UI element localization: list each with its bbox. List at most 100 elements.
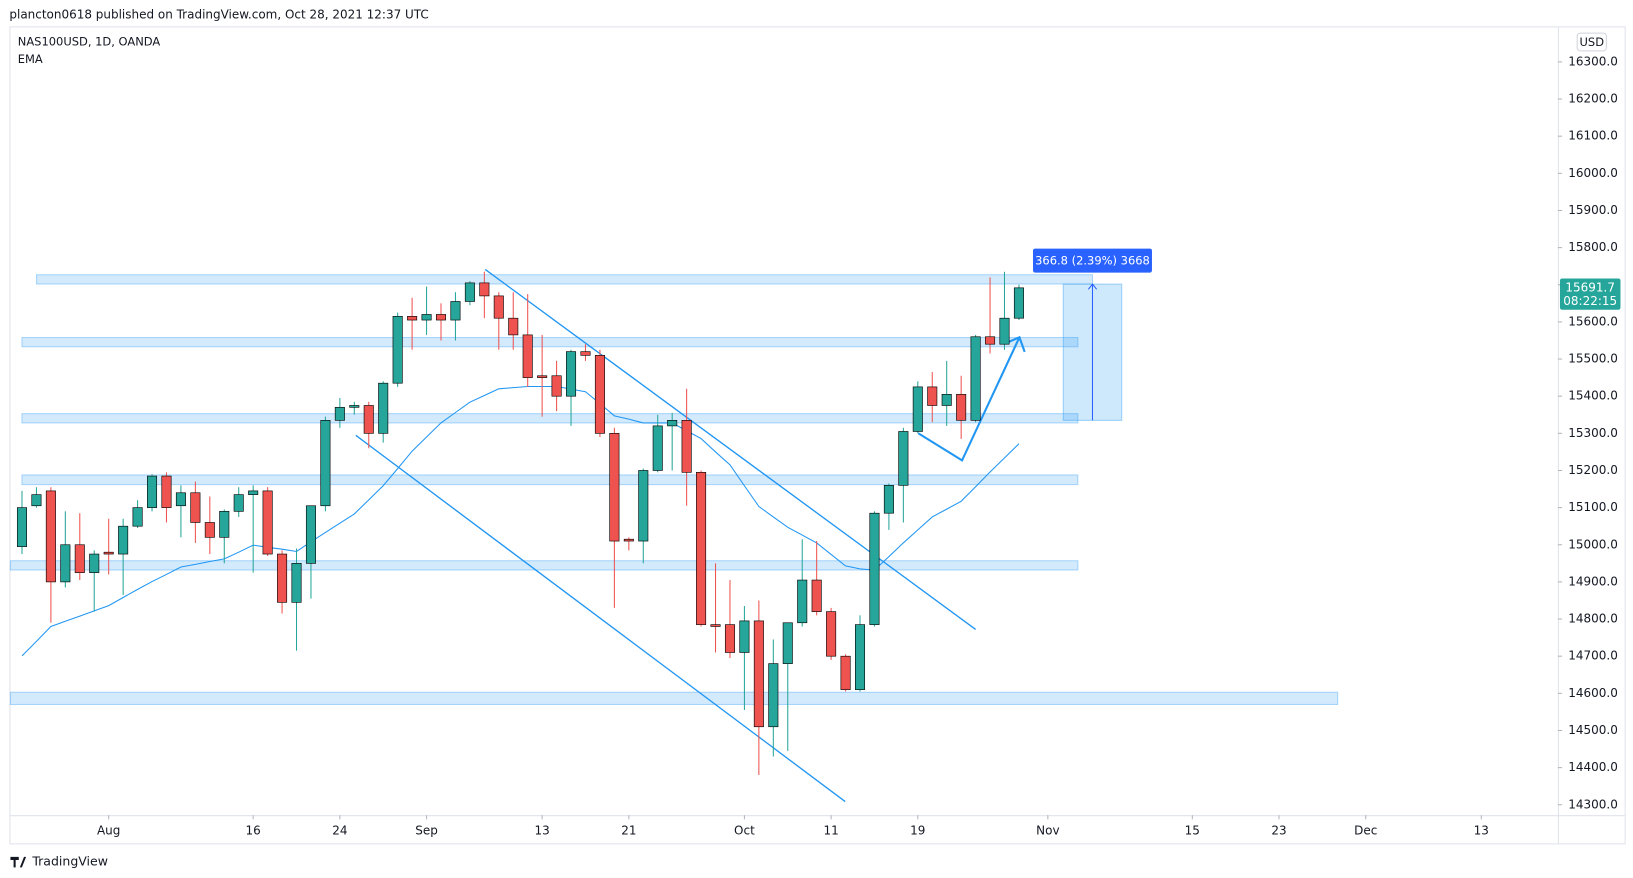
x-tick-label: 23 (1271, 823, 1286, 837)
candle-body (407, 316, 418, 321)
last-price: 15691.7 (1565, 280, 1615, 294)
x-tick-label: 13 (535, 823, 550, 837)
publisher: plancton0618 published on TradingView.co… (9, 7, 428, 21)
candle-body (16, 507, 28, 547)
zone (21, 413, 1079, 424)
y-tick-label: 15100.0 (1568, 500, 1618, 514)
candle-body (739, 620, 750, 653)
trendline (355, 434, 846, 803)
candle-body (147, 475, 158, 508)
candle-body (435, 314, 447, 321)
logo-mark (10, 856, 27, 868)
y-tick-label: 16000.0 (1568, 166, 1618, 180)
chart-frame (9, 26, 1626, 845)
candle-body (999, 317, 1010, 345)
candle-body (537, 375, 548, 378)
measure-arrow-head (1087, 283, 1098, 290)
candle-body (566, 351, 577, 397)
y-tick-label: 14700.0 (1568, 649, 1618, 663)
candle-body (378, 382, 389, 434)
candle-body (768, 663, 779, 728)
x-tick-label: 19 (910, 823, 925, 837)
x-tick-label: Oct (734, 823, 755, 837)
candle-body (219, 511, 230, 538)
zone (9, 560, 1079, 571)
x-tick-label: Aug (97, 823, 120, 837)
y-tick-label: 15400.0 (1568, 389, 1618, 403)
candle-body (74, 544, 85, 573)
candle-body (652, 425, 663, 471)
candle-body (132, 507, 143, 527)
candle-body (638, 470, 649, 542)
candle-body (782, 622, 793, 664)
zone (21, 474, 1079, 486)
candle-body (985, 336, 996, 345)
candle-body (840, 655, 851, 690)
candle-body (103, 551, 114, 555)
candle-body (175, 492, 186, 507)
candle-body (320, 420, 331, 507)
y-tick-label: 15900.0 (1568, 203, 1618, 217)
candle-body (927, 386, 938, 406)
y-tick-label: 16300.0 (1568, 54, 1618, 68)
candle-body (450, 301, 461, 321)
candle-body (883, 485, 894, 514)
y-tick-label: 14300.0 (1568, 797, 1618, 811)
x-tick-label: 13 (1474, 823, 1489, 837)
candle-body (248, 490, 259, 495)
candle-body (811, 579, 822, 612)
candle-body (392, 316, 403, 384)
candle-body (291, 563, 302, 603)
brand-logo: TradingView (10, 854, 108, 869)
measure-label: 366.8 (2.39%) 3668 (1035, 254, 1150, 268)
candle-body (118, 525, 129, 555)
x-tick-label: 24 (332, 823, 347, 837)
x-tick-label: 16 (246, 823, 261, 837)
candle-body (161, 475, 172, 508)
currency-box[interactable] (1576, 32, 1607, 52)
y-tick-label: 14500.0 (1568, 723, 1618, 737)
candle-body (479, 282, 490, 297)
candle-body (60, 544, 71, 583)
trendline (484, 268, 977, 630)
candle-body (464, 282, 475, 302)
zone (9, 691, 1339, 705)
candle-body (941, 394, 952, 406)
y-tick-label: 15600.0 (1568, 314, 1618, 328)
ema-line (21, 385, 1020, 657)
plot-layer: 366.8 (2.39%) 3668 14300.0 14400.0 14500.0 1… (9, 54, 1621, 837)
currency: USD (1580, 35, 1605, 49)
candle-body (45, 490, 56, 583)
y-tick-label: 15800.0 (1568, 240, 1618, 254)
candle-body (956, 394, 967, 421)
path-arrow (917, 336, 1021, 462)
brand: TradingView (31, 854, 108, 869)
candle-body (594, 355, 605, 434)
last-price-box (1559, 278, 1621, 310)
candle-body (262, 490, 273, 555)
candle-body (912, 386, 923, 432)
candle-body (277, 553, 288, 603)
candle-body (667, 420, 678, 427)
candle-body (233, 494, 244, 512)
candle-body (334, 407, 345, 421)
candle-body (753, 620, 764, 728)
x-tick-label: 15 (1185, 823, 1200, 837)
y-tick-label: 14900.0 (1568, 574, 1618, 588)
symbol: NAS100USD, 1D, OANDA (18, 34, 161, 48)
y-tick-label: 16100.0 (1568, 129, 1618, 143)
candle-body (421, 314, 432, 321)
y-tick-label: 16200.0 (1568, 92, 1618, 106)
candle-body (681, 420, 692, 473)
x-tick-label: Dec (1354, 823, 1377, 837)
candle-body (580, 351, 591, 356)
zone (21, 336, 1079, 348)
y-tick-label: 14600.0 (1568, 686, 1618, 700)
candle-body (508, 317, 519, 336)
y-tick-label: 15500.0 (1568, 352, 1618, 366)
candle-body (710, 624, 721, 627)
candle-body (363, 405, 374, 434)
countdown: 08:22:15 (1563, 294, 1617, 308)
x-tick-label: 11 (823, 823, 838, 837)
